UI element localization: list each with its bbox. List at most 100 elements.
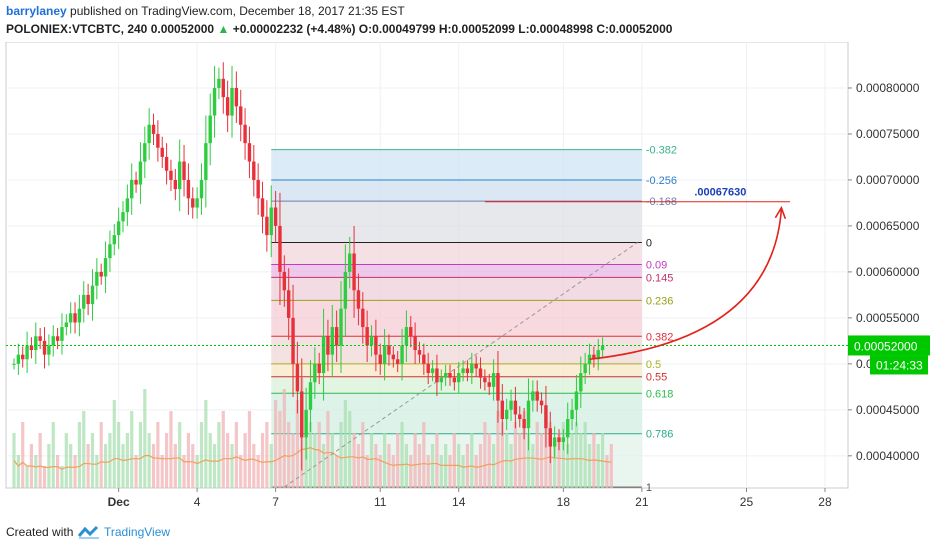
candle-body <box>99 271 103 277</box>
volume-bar <box>274 400 278 488</box>
candle-body <box>160 147 164 157</box>
candle-body <box>191 198 195 208</box>
x-tick-label: 7 <box>272 495 279 509</box>
volume-bar <box>230 444 234 488</box>
volume-bar <box>282 389 286 488</box>
tradingview-logo-icon[interactable] <box>77 525 100 544</box>
candle-body <box>330 327 334 355</box>
candle-body <box>404 327 409 346</box>
candle-body <box>173 179 178 190</box>
candle-body <box>38 336 42 341</box>
volume-bar <box>356 444 361 488</box>
volume-ma-line <box>13 447 612 470</box>
candle-body <box>169 170 173 180</box>
candle-body <box>73 313 77 323</box>
volume-bar <box>295 400 299 488</box>
volume-bar <box>34 455 38 488</box>
candle-body <box>12 363 16 365</box>
volume-bar <box>169 411 173 488</box>
volume-bar <box>212 444 217 488</box>
volume-bar <box>387 444 391 488</box>
volume-bar <box>269 444 273 488</box>
candle-body <box>526 400 531 429</box>
candle-body <box>343 271 348 309</box>
fib-zone <box>271 277 642 301</box>
candle-body <box>147 124 151 144</box>
volume-bar <box>278 411 282 488</box>
last-price: 0.00052000 <box>150 22 215 36</box>
candle-body <box>583 363 587 374</box>
volume-bar <box>326 411 330 488</box>
close-value: C:0.00052000 <box>596 22 673 36</box>
high-value: H:0.00052099 <box>438 22 515 36</box>
volume-bar <box>47 444 51 488</box>
volume-bar <box>313 433 317 488</box>
y-tick-label: 0.00080000 <box>856 81 920 95</box>
candle-body <box>478 368 483 378</box>
volume-bar <box>435 433 439 488</box>
volume-bar <box>138 422 143 488</box>
candle-body <box>465 368 470 374</box>
candle-body <box>239 106 243 125</box>
x-tick-label: 18 <box>557 495 571 509</box>
volume-bar <box>522 411 526 488</box>
volume-bar <box>239 455 243 488</box>
volume-bar <box>461 455 465 488</box>
volume-bar <box>182 455 186 488</box>
publish-info: barrylaney published on TradingView.com,… <box>6 4 405 18</box>
candle-body <box>430 368 435 374</box>
volume-bar <box>500 422 504 488</box>
candle-body <box>300 391 304 438</box>
candle-body <box>535 391 539 401</box>
candle-body <box>82 294 86 309</box>
volume-bar <box>335 455 339 488</box>
volume-bar <box>583 422 587 488</box>
candle-body <box>121 212 125 222</box>
volume-bar <box>226 433 230 488</box>
price-chart[interactable]: -0.382-0.256-0.16800.090.1450.2360.3820.… <box>0 42 932 515</box>
author-link[interactable]: barrylaney <box>6 4 67 18</box>
volume-bar <box>553 444 557 488</box>
current-price-tag <box>848 335 930 356</box>
candle-body <box>60 327 64 341</box>
candle-body <box>579 373 583 392</box>
candle-body <box>387 345 391 355</box>
y-tick-label: 0.00040000 <box>856 449 920 463</box>
candle-body <box>134 179 138 185</box>
volume-bar <box>287 422 291 488</box>
candle-body <box>164 156 169 171</box>
candle-body <box>86 294 90 305</box>
volume-bar <box>121 444 125 488</box>
candle-body <box>491 373 496 387</box>
tradingview-link[interactable]: TradingView <box>104 525 171 539</box>
candle-body <box>103 258 108 277</box>
y-tick-label: 0.00075000 <box>856 127 920 141</box>
candle-body <box>452 377 457 383</box>
candle-body <box>34 336 38 351</box>
volume-bar <box>570 433 574 488</box>
candle-body <box>77 308 82 323</box>
volume-bar <box>252 444 256 488</box>
candle-body <box>483 377 487 383</box>
volume-bar <box>191 444 195 488</box>
candle-body <box>513 400 518 415</box>
y-tick-label: 0.00045000 <box>856 403 920 417</box>
candle-body <box>321 336 326 374</box>
candle-body <box>548 428 552 447</box>
candle-body <box>108 244 112 259</box>
candle-body <box>130 179 134 199</box>
candle-body <box>474 363 478 369</box>
fib-level-label: -0.256 <box>646 175 677 187</box>
candle-body <box>208 115 212 144</box>
candle-body <box>470 363 474 374</box>
candle-body <box>212 87 217 116</box>
volume-bar <box>221 411 225 488</box>
candle-body <box>21 354 25 360</box>
candle-body <box>382 345 387 364</box>
candle-body <box>151 124 156 134</box>
volume-bar <box>69 444 73 488</box>
volume-bar <box>566 444 570 488</box>
volume-bar <box>16 455 20 488</box>
volume-bar <box>496 411 500 488</box>
x-tick-label: 25 <box>740 495 754 509</box>
